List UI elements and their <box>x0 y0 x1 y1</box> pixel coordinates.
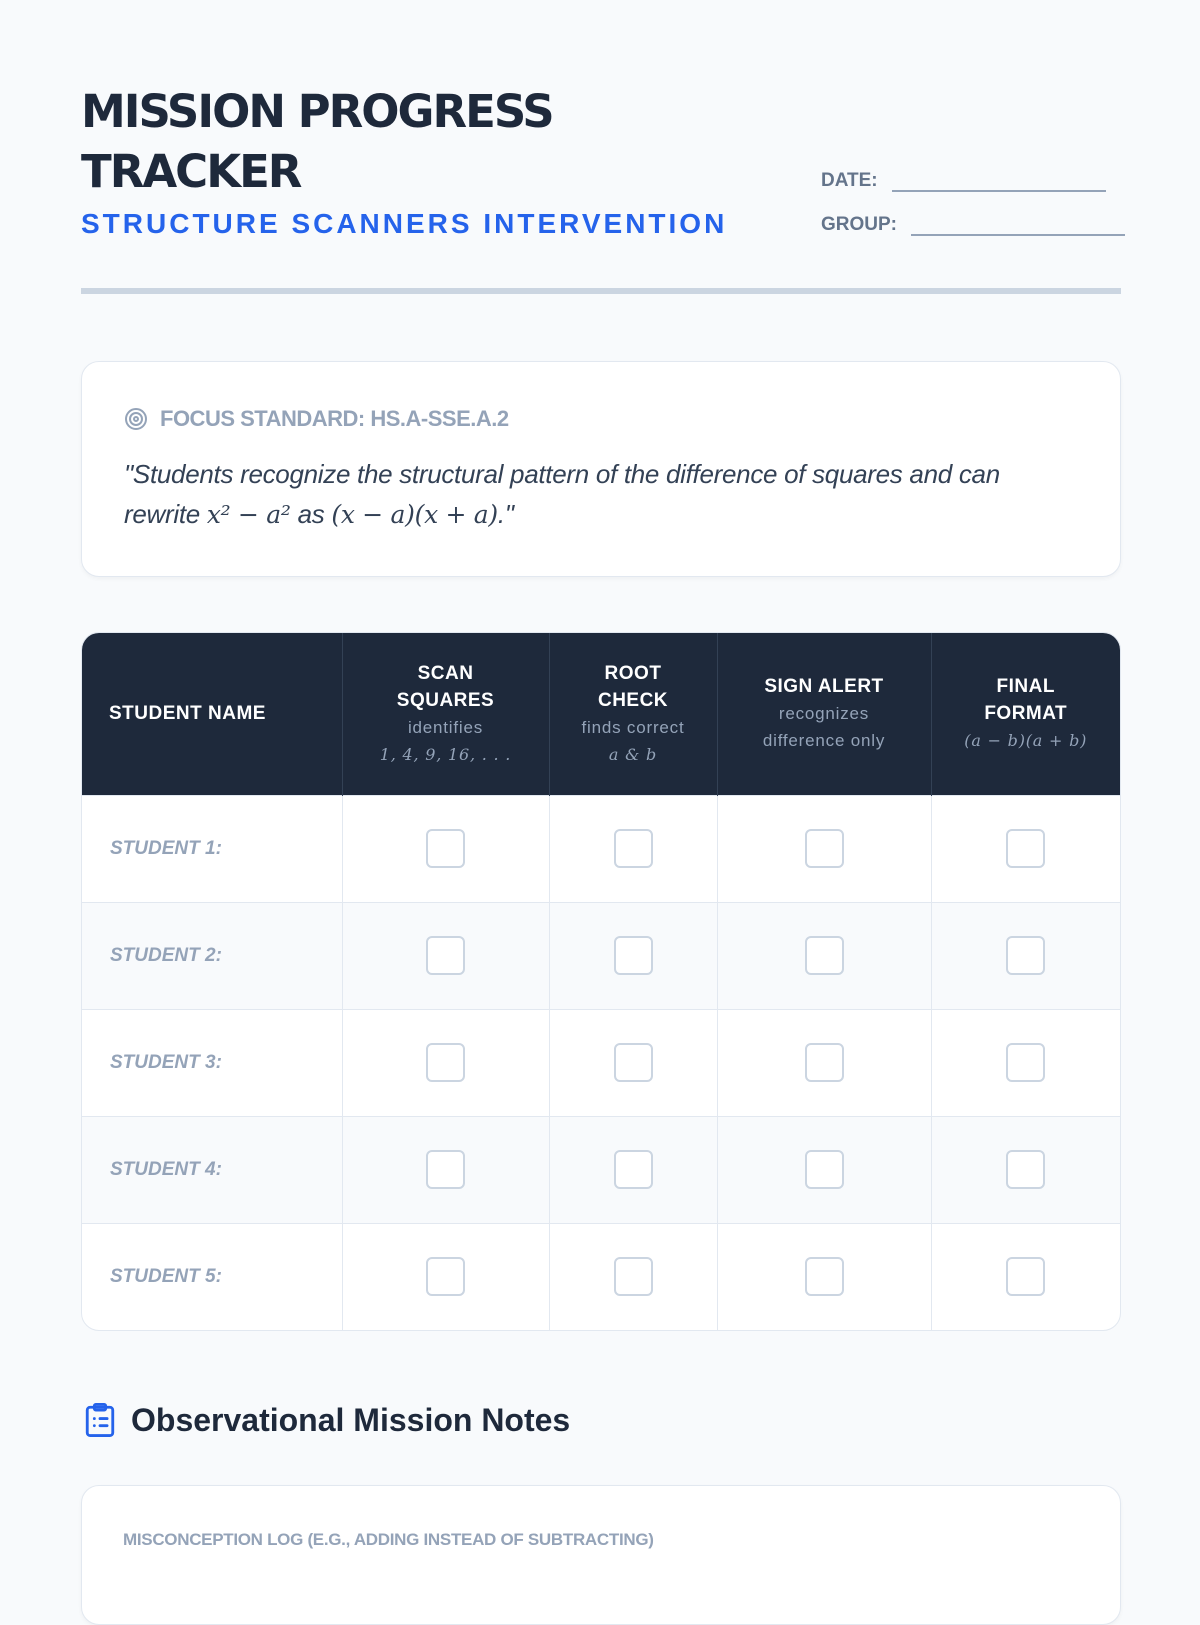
checkbox-scan-squares[interactable] <box>426 1257 465 1297</box>
column-root-check: ROOT CHECK finds correct a & b <box>548 633 717 795</box>
table-row: STUDENT 2: <box>82 901 1120 1009</box>
misconception-log-card[interactable]: MISCONCEPTION LOG (E.G., ADDING INSTEAD … <box>81 1485 1121 1625</box>
date-field[interactable]: DATE: <box>821 170 1121 192</box>
notes-heading: Observational Mission Notes <box>83 1401 570 1439</box>
group-field[interactable]: GROUP: <box>821 214 1125 236</box>
progress-table: STUDENT NAME SCAN SQUARES identifies 1, 4, … <box>81 632 1121 1331</box>
focus-standard-card: FOCUS STANDARD: HS.A-SSE.A.2 "Students r… <box>81 361 1121 577</box>
table-row: STUDENT 1: <box>82 794 1120 902</box>
group-line[interactable] <box>911 216 1125 236</box>
checkbox-scan-squares[interactable] <box>426 1150 465 1189</box>
column-scan-squares: SCAN SQUARES identifies 1, 4, 9, 16, . . . <box>341 633 549 795</box>
checkbox-root-check[interactable] <box>613 936 653 975</box>
checkbox-sign-alert[interactable] <box>804 936 844 975</box>
checkbox-sign-alert[interactable] <box>804 1043 844 1082</box>
column-sign-alert: SIGN ALERT recognizes difference only <box>716 633 931 795</box>
student-name-cell[interactable]: STUDENT 2: <box>82 901 342 1009</box>
checkbox-sign-alert[interactable] <box>804 1257 844 1297</box>
checkbox-scan-squares[interactable] <box>426 829 465 868</box>
misconception-log-label: MISCONCEPTION LOG (E.G., ADDING INSTEAD … <box>123 1530 654 1549</box>
standard-quote: "Students recognize the structural patte… <box>124 459 1000 529</box>
student-name-cell[interactable]: STUDENT 4: <box>82 1115 342 1223</box>
clipboard-list-icon <box>85 1403 115 1437</box>
page-subtitle: STRUCTURE SCANNERS INTERVENTION <box>81 208 728 239</box>
checkbox-sign-alert[interactable] <box>804 829 844 868</box>
checkbox-scan-squares[interactable] <box>426 1043 465 1082</box>
page-header: MISSION PROGRESS TRACKER STRUCTURE SCANNE… <box>81 82 1125 294</box>
target-icon <box>125 408 147 430</box>
checkbox-root-check[interactable] <box>613 1043 653 1082</box>
checkbox-final-format[interactable] <box>1006 1043 1046 1082</box>
checkbox-final-format[interactable] <box>1006 936 1046 975</box>
date-line[interactable] <box>891 172 1106 192</box>
student-name-cell[interactable]: STUDENT 3: <box>82 1008 342 1116</box>
table-row: STUDENT 3: <box>82 1008 1120 1116</box>
checkbox-root-check[interactable] <box>613 829 653 868</box>
column-student-name: STUDENT NAME <box>82 633 342 795</box>
checkbox-final-format[interactable] <box>1006 829 1046 868</box>
checkbox-root-check[interactable] <box>613 1150 653 1189</box>
checkbox-final-format[interactable] <box>1006 1150 1046 1189</box>
checkbox-scan-squares[interactable] <box>426 936 465 975</box>
checkbox-sign-alert[interactable] <box>804 1150 844 1189</box>
student-name-cell[interactable]: STUDENT 1: <box>82 794 342 902</box>
checkbox-final-format[interactable] <box>1006 1257 1046 1297</box>
table-row: STUDENT 5: <box>82 1222 1120 1330</box>
meta-fields: DATE: GROUP: <box>821 170 1125 258</box>
checkbox-root-check[interactable] <box>613 1257 653 1297</box>
student-name-cell[interactable]: STUDENT 5: <box>82 1222 342 1330</box>
page-title: MISSION PROGRESS TRACKER <box>81 85 555 198</box>
column-final-format: FINAL FORMAT (a − b)(a + b) <box>930 633 1120 795</box>
focus-standard-label: FOCUS STANDARD: HS.A-SSE.A.2 <box>160 406 509 431</box>
table-row: STUDENT 4: <box>82 1115 1120 1223</box>
